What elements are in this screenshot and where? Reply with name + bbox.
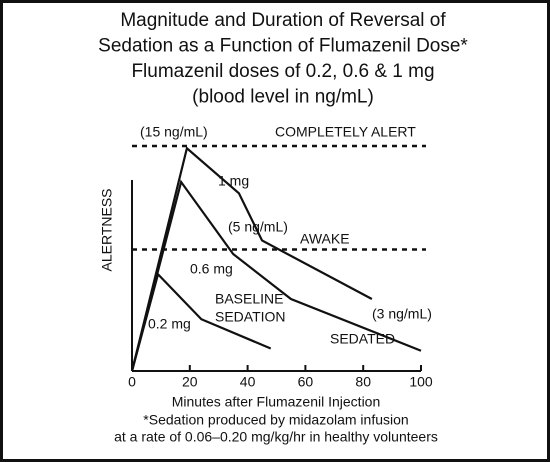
annotation: SEDATED [330,331,395,347]
chart-title: Flumazenil doses of 0.2, 0.6 & 1 mg [131,61,434,82]
series-label: 1 mg [218,173,249,189]
chart-title: Sedation as a Function of Flumazenil Dos… [98,36,468,57]
series-label: 0.2 mg [148,316,191,332]
series-line [130,179,422,372]
annotation: SEDATION [215,309,286,325]
x-tick-label: 20 [182,374,198,390]
x-tick-label: 60 [298,374,314,390]
footnote: *Sedation produced by midazolam infusion [143,412,408,428]
annotation: (5 ng/mL) [228,219,288,235]
x-tick-label: 0 [128,374,136,390]
x-tick-label: 80 [355,374,371,390]
reference-label: COMPLETELY ALERT [275,124,416,140]
footnote: at a rate of 0.06–0.20 mg/kg/hr in healt… [114,429,438,445]
annotation: (3 ng/mL) [372,306,432,322]
series-line [130,146,373,372]
reference-label: AWAKE [300,231,350,247]
x-tick-label: 100 [409,374,433,390]
series-label: 0.6 mg [190,261,233,277]
annotation: (15 ng/mL) [140,124,208,140]
chart-title: (blood level in ng/mL) [192,87,374,108]
x-axis-label: Minutes after Flumazenil Injection [172,394,381,410]
chart-title: Magnitude and Duration of Reversal of [120,10,446,31]
series-line [130,272,272,372]
annotation: BASELINE [215,291,283,307]
y-axis-label: ALERTNESS [99,189,115,272]
x-tick-label: 40 [240,374,256,390]
